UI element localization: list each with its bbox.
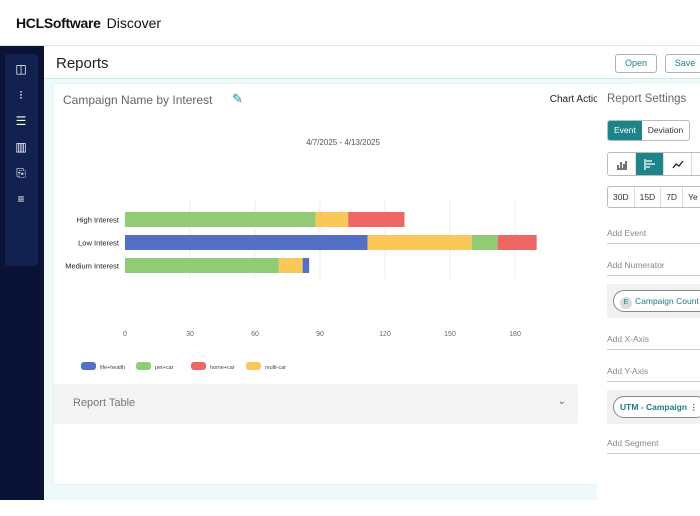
page-title: Reports bbox=[56, 55, 109, 72]
y-category-label: Medium Interest bbox=[65, 262, 120, 271]
column-chart-icon[interactable] bbox=[608, 153, 636, 175]
open-button[interactable]: Open bbox=[615, 54, 657, 73]
bar-chart-icon[interactable]: ▥ bbox=[15, 140, 27, 154]
brand-logo: HCLSoftware bbox=[16, 14, 101, 31]
line-chart-icon[interactable] bbox=[664, 153, 692, 175]
event-chip[interactable]: E Campaign Count bbox=[613, 290, 700, 312]
dimension-chip[interactable]: UTM - Campaign ⋮ bbox=[613, 396, 700, 418]
bar-segment bbox=[497, 235, 537, 250]
chart-type-toggle bbox=[607, 152, 700, 176]
add-segment-field[interactable]: Add Segment bbox=[607, 438, 700, 454]
chart-title: Campaign Name by Interest bbox=[63, 93, 213, 107]
document-export-icon[interactable]: ⎘ bbox=[16, 166, 26, 180]
y-category-label: Low Interest bbox=[78, 239, 120, 248]
bar-segment bbox=[125, 235, 368, 250]
other-chart-icon[interactable] bbox=[692, 153, 700, 175]
save-button[interactable]: Save bbox=[665, 54, 700, 73]
x-tick-label: 180 bbox=[509, 331, 521, 338]
legend-label: pet+car bbox=[155, 365, 174, 371]
y-category-label: High Interest bbox=[76, 216, 119, 225]
search-list-icon[interactable]: ☰ bbox=[15, 114, 27, 128]
main-area: Reports Open Save Campaign Name by Inter… bbox=[44, 46, 700, 516]
edit-pencil-icon[interactable]: ✎ bbox=[232, 91, 243, 106]
bar-segment bbox=[471, 235, 498, 250]
x-tick-label: 90 bbox=[316, 331, 324, 338]
bar-segment bbox=[348, 212, 405, 227]
x-tick-label: 60 bbox=[251, 331, 259, 338]
add-y-axis-field[interactable]: Add Y-Axis bbox=[607, 366, 700, 382]
legend-swatch bbox=[136, 362, 151, 370]
bar-chart: 0 30 60 90 120 150 180 High Interest Low Interes… bbox=[65, 199, 537, 371]
legend-swatch bbox=[81, 362, 96, 370]
add-event-field[interactable]: Add Event bbox=[607, 228, 700, 244]
dashboard-icon[interactable]: ◫ bbox=[15, 62, 27, 76]
event-chip-label: Campaign Count bbox=[635, 296, 699, 306]
range-7d[interactable]: 7D bbox=[661, 187, 684, 207]
add-x-axis-field[interactable]: Add X-Axis bbox=[607, 334, 700, 350]
event-badge: E bbox=[620, 297, 632, 309]
add-numerator-field[interactable]: Add Numerator bbox=[607, 260, 700, 276]
top-bar: HCLSoftware Discover bbox=[0, 0, 700, 46]
settings-title: Report Settings bbox=[607, 93, 687, 105]
range-30d[interactable]: 30D bbox=[608, 187, 635, 207]
legend-swatch bbox=[191, 362, 206, 370]
bar-segment bbox=[302, 258, 310, 273]
bar-segment bbox=[278, 258, 303, 273]
dimension-chip-label: UTM - Campaign bbox=[620, 402, 688, 412]
sidebar: ◫ ⁝ ☰ ▥ ⎘ ≡ bbox=[0, 46, 44, 500]
legend-label: life+health bbox=[100, 365, 125, 371]
bar-segment bbox=[125, 212, 316, 227]
bar-segment bbox=[125, 258, 279, 273]
legend-label: home+car bbox=[210, 365, 235, 371]
product-name: Discover bbox=[106, 14, 162, 31]
x-tick-label: 120 bbox=[379, 331, 391, 338]
bar-segment bbox=[367, 235, 472, 250]
report-table-label: Report Table bbox=[73, 397, 136, 409]
chart-card: Campaign Name by Interest ✎ Chart Action… bbox=[54, 84, 632, 484]
bar-segment bbox=[315, 212, 349, 227]
mode-deviation[interactable]: Deviation bbox=[647, 125, 684, 135]
report-table-accordion[interactable]: Report Table ⌄ bbox=[54, 384, 578, 424]
chart-actions-label: Chart Actions bbox=[549, 94, 610, 105]
date-range: 4/7/2025 - 4/13/2025 bbox=[306, 138, 380, 147]
nodes-icon[interactable]: ⁝ bbox=[19, 88, 23, 102]
chevron-down-icon[interactable]: ⌄ bbox=[557, 396, 566, 407]
mode-event[interactable]: Event bbox=[608, 121, 642, 140]
x-tick-label: 150 bbox=[444, 331, 456, 338]
report-settings-panel: Report Settings Event Deviation 30D 15D … bbox=[597, 84, 700, 516]
sliders-icon[interactable]: ≡ bbox=[17, 192, 25, 206]
range-year[interactable]: Ye bbox=[683, 187, 700, 207]
legend-label: multi-car bbox=[265, 365, 286, 371]
bar-chart-icon[interactable] bbox=[636, 153, 664, 175]
legend-swatch bbox=[246, 362, 261, 370]
x-tick-label: 0 bbox=[123, 331, 127, 338]
range-toggle: 30D 15D 7D Ye bbox=[607, 186, 700, 208]
range-15d[interactable]: 15D bbox=[635, 187, 662, 207]
mode-toggle: Event Deviation bbox=[607, 120, 691, 141]
x-tick-label: 30 bbox=[186, 331, 194, 338]
